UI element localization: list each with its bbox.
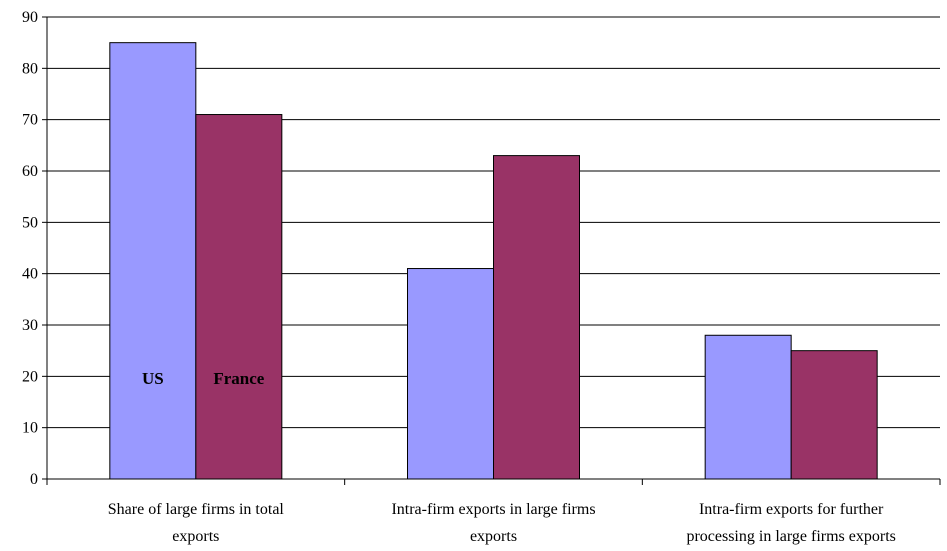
x-category-label: Intra-firm exports for further — [699, 501, 884, 518]
series-label-france: France — [213, 369, 264, 388]
x-category-label: exports — [470, 528, 517, 545]
bar-us-3 — [704, 334, 792, 480]
y-axis-ticks: 0 10 20 30 40 50 60 70 80 90 — [22, 9, 47, 488]
y-tick-label: 70 — [22, 112, 38, 129]
x-category-label: Intra-firm exports in large firms — [391, 501, 595, 518]
x-category-label: Share of large firms in total — [108, 501, 285, 518]
y-tick-label: 0 — [30, 471, 38, 488]
x-axis-ticks: Share of large firms in total exports Intr… — [46, 479, 941, 545]
y-tick-label: 90 — [22, 9, 38, 26]
bar-france-2 — [493, 155, 580, 480]
x-category-label: processing in large firms exports — [686, 528, 895, 545]
bar-us-1 — [109, 42, 197, 480]
axes — [46, 17, 940, 480]
x-category-label: exports — [172, 528, 219, 545]
series-label-us: US — [142, 369, 164, 388]
y-tick-label: 40 — [22, 266, 38, 283]
bars — [109, 42, 878, 480]
bar-france-3 — [790, 350, 878, 480]
y-tick-label: 50 — [22, 214, 38, 231]
series-labels: US France — [142, 369, 265, 388]
y-tick-label: 20 — [22, 368, 38, 385]
bar-france-1 — [195, 114, 283, 480]
bar-us-2 — [407, 268, 494, 480]
y-tick-label: 80 — [22, 60, 38, 77]
y-tick-label: 10 — [22, 420, 38, 437]
y-tick-label: 30 — [22, 317, 38, 334]
y-tick-label: 60 — [22, 163, 38, 180]
